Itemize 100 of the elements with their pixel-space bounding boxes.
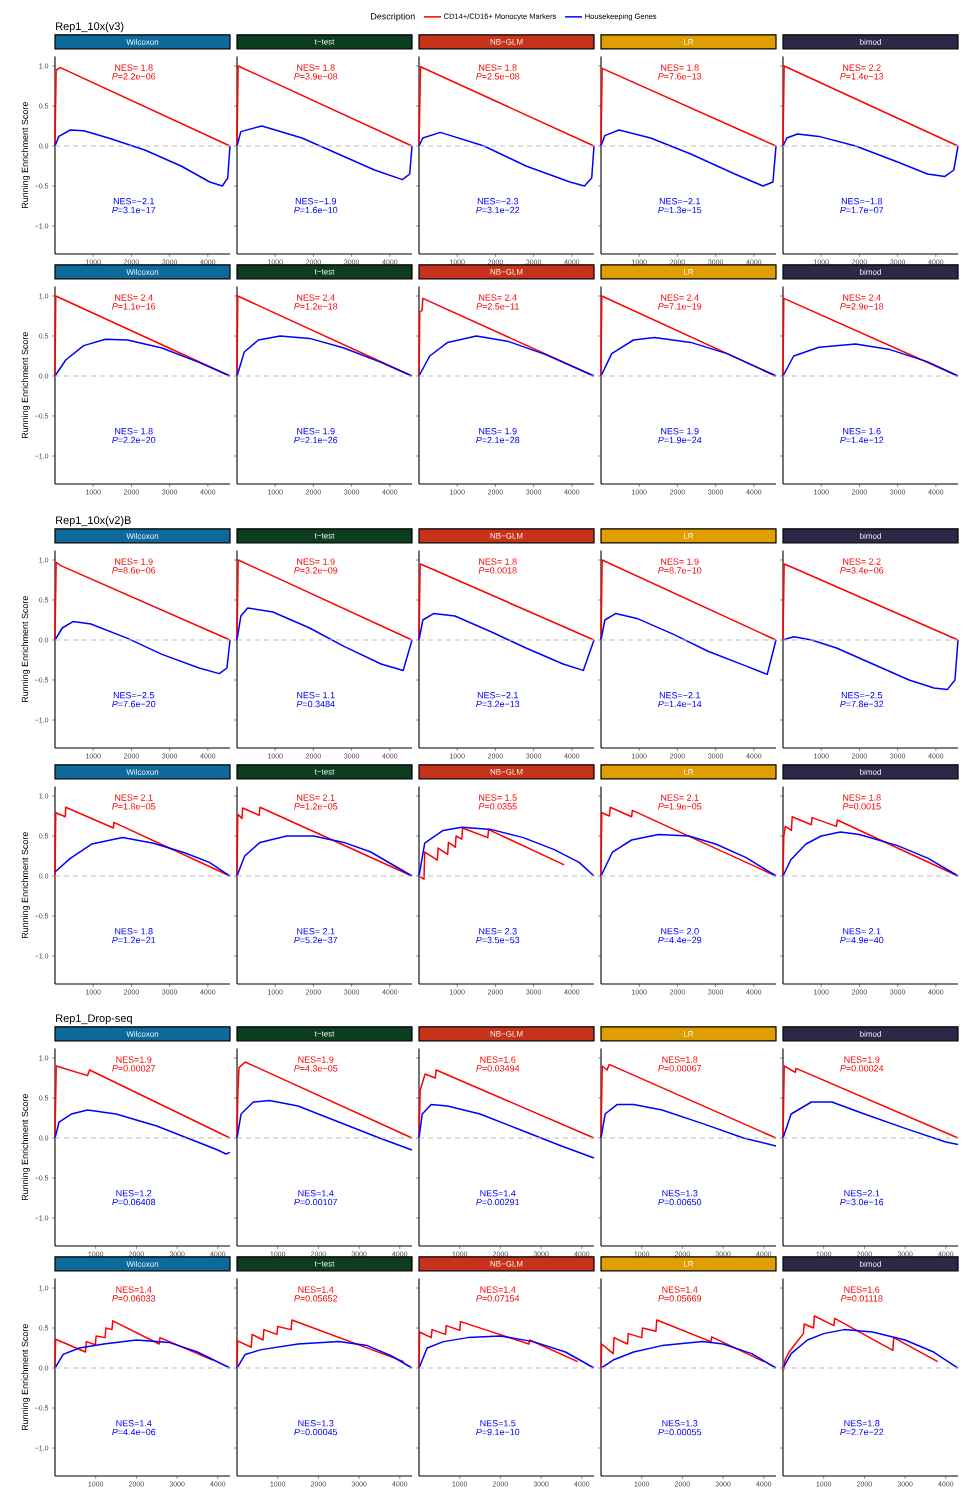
annotation: NES= 1.8 <box>479 64 517 71</box>
annotation: NES=1.4 <box>298 1190 334 1197</box>
y-axis-title: Running Enrichment Score <box>21 102 30 209</box>
annotation: P=2.1e−28 <box>476 436 520 444</box>
annotation: P=0.00650 <box>658 1198 702 1206</box>
annotation: NES= 1.8 <box>661 64 699 71</box>
annotation: P=3.2e−09 <box>294 567 338 574</box>
annotation: P=3.5e−53 <box>476 936 520 944</box>
y-axis-title: Running Enrichment Score <box>21 332 30 439</box>
annotation: P=0.0355 <box>478 803 517 810</box>
annotation: NES= 2.1 <box>297 928 335 935</box>
annotation: NES=1.9 <box>844 1056 880 1063</box>
annotation: P=0.0015 <box>842 803 881 810</box>
annotation: P=4.9e−40 <box>840 936 884 944</box>
annotation: P=4.3e−05 <box>294 1065 338 1072</box>
annotation: NES=1.3 <box>662 1190 698 1197</box>
annotation: NES=1.4 <box>662 1286 698 1293</box>
annotation: NES=−2.3 <box>477 198 519 205</box>
annotation: NES=1.4 <box>480 1286 516 1293</box>
annotation: NES=1.9 <box>298 1056 334 1063</box>
annotation: P=3.2e−13 <box>476 700 520 708</box>
annotation: NES=−2.5 <box>113 692 155 699</box>
annotation: NES= 2.4 <box>843 294 881 301</box>
annotation: P=1.4e−14 <box>658 700 702 708</box>
annotation: P=4.4e−06 <box>112 1428 156 1436</box>
annotation: NES= 2.3 <box>479 928 517 935</box>
annotation: P=1.2e−18 <box>294 303 338 310</box>
annotation: P=2.9e−18 <box>840 303 884 310</box>
annotation: P=1.9e−24 <box>658 436 702 444</box>
annotation: P=8.7e−10 <box>658 567 702 574</box>
annotation: P=1.7e−07 <box>840 206 884 214</box>
annotation: P=1.3e−15 <box>658 206 702 214</box>
annotation: P=0.00067 <box>658 1065 702 1072</box>
annotation: P=7.6e−20 <box>112 700 156 708</box>
annotation: NES= 1.9 <box>661 558 699 565</box>
annotation: P=1.9e−05 <box>658 803 702 810</box>
annotation: P=2.5e−08 <box>476 73 520 80</box>
annotation: NES= 2.2 <box>843 558 881 565</box>
annotation: NES= 2.1 <box>115 794 153 801</box>
annotation: NES= 1.6 <box>843 428 881 435</box>
annotation: NES=1.8 <box>844 1420 880 1427</box>
annotation: P=0.03494 <box>476 1065 520 1072</box>
annotation: P=7.8e−32 <box>840 700 884 708</box>
annotation: P=1.2e−05 <box>294 803 338 810</box>
annotation: P=2.7e−22 <box>840 1428 884 1436</box>
annotation: NES= 2.4 <box>479 294 517 301</box>
annotation: NES= 1.9 <box>479 428 517 435</box>
annotation: P=4.4e−29 <box>658 936 702 944</box>
annotation: P=0.05669 <box>658 1295 702 1302</box>
annotation: P=2.1e−26 <box>294 436 338 444</box>
annotation: NES=−2.1 <box>659 198 700 205</box>
annotation: P=1.6e−10 <box>294 206 338 214</box>
annotation: NES= 1.8 <box>479 558 517 565</box>
legend-title: Description <box>371 12 415 22</box>
annotation: NES= 2.1 <box>661 794 699 801</box>
annotation: NES= 1.8 <box>297 64 335 71</box>
annotation: P=0.07154 <box>476 1295 520 1302</box>
annotation: NES= 2.2 <box>843 64 881 71</box>
annotation: NES=−1.8 <box>841 198 883 205</box>
annotation: P=3.1e−22 <box>476 206 520 214</box>
annotation: P=0.00045 <box>294 1428 338 1436</box>
annotation: P=3.0e−16 <box>840 1198 884 1206</box>
y-axis-title: Running Enrichment Score <box>21 596 30 703</box>
annotation: NES=1.6 <box>480 1056 516 1063</box>
annotation: NES= 2.4 <box>297 294 335 301</box>
annotation: NES=−2.1 <box>113 198 154 205</box>
annotation: P=5.2e−37 <box>294 936 338 944</box>
annotation: NES=−1.9 <box>295 198 337 205</box>
chart-subtitle: Rep1_Drop-seq <box>56 1014 132 1025</box>
annotation: P=0.06033 <box>112 1295 156 1302</box>
annotation: NES= 2.1 <box>843 928 881 935</box>
annotation: NES=1.2 <box>116 1190 152 1197</box>
annotation: P=0.06408 <box>112 1198 156 1206</box>
annotation: P=1.1e−16 <box>112 303 156 310</box>
annotation: NES=−2.1 <box>659 692 700 699</box>
chart-subtitle: Rep1_10x(v2)B <box>56 515 131 527</box>
annotation: NES=1.3 <box>662 1420 698 1427</box>
annotation: NES=1.8 <box>662 1056 698 1063</box>
annotation: NES= 1.8 <box>115 428 153 435</box>
annotation: P=1.4e−13 <box>840 73 884 80</box>
annotation: P=0.3484 <box>296 700 335 708</box>
annotation: P=0.00024 <box>840 1065 884 1072</box>
annotation: NES= 1.8 <box>115 64 153 71</box>
annotation: P=2.5e−11 <box>476 303 519 310</box>
annotation: NES= 1.8 <box>843 794 881 801</box>
annotation: NES= 1.9 <box>297 428 335 435</box>
annotation: NES= 2.4 <box>661 294 699 301</box>
chart-subtitle: Rep1_10x(v3) <box>56 21 124 33</box>
y-axis-title: Running Enrichment Score <box>21 1094 30 1201</box>
annotation: P=8.6e−06 <box>112 567 156 574</box>
annotation: P=3.1e−17 <box>112 206 156 214</box>
annotation: P=0.05652 <box>294 1295 338 1302</box>
annotation: NES=−2.1 <box>477 692 518 699</box>
annotation: NES=1.5 <box>480 1420 516 1427</box>
annotation: P=2.2e−20 <box>112 436 156 444</box>
annotation: P=3.4e−06 <box>840 567 884 574</box>
annotation: P=0.00291 <box>476 1198 520 1206</box>
annotation: P=0.00027 <box>112 1065 156 1072</box>
annotation: NES=1.3 <box>298 1420 334 1427</box>
annotation: NES= 1.8 <box>115 928 153 935</box>
